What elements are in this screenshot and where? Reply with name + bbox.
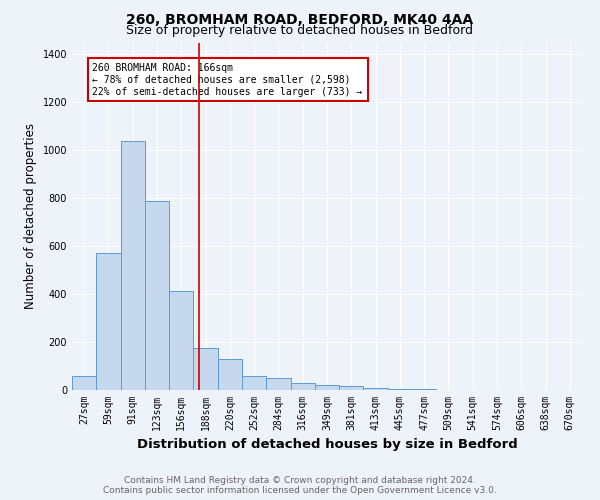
Bar: [169, 290, 193, 390]
Text: Contains HM Land Registry data © Crown copyright and database right 2024.
Contai: Contains HM Land Registry data © Crown c…: [103, 476, 497, 495]
Bar: [388, 389, 412, 390]
Bar: [364, 388, 388, 390]
Bar: [121, 141, 145, 390]
Text: 260, BROMHAM ROAD, BEDFORD, MK40 4AA: 260, BROMHAM ROAD, BEDFORD, MK40 4AA: [127, 12, 473, 26]
Text: 260 BROMHAM ROAD: 166sqm
← 78% of detached houses are smaller (2,598)
22% of sem: 260 BROMHAM ROAD: 166sqm ← 78% of detach…: [92, 64, 362, 96]
Bar: [339, 386, 364, 390]
Bar: [96, 254, 121, 390]
Bar: [218, 359, 242, 390]
Bar: [266, 378, 290, 390]
Bar: [290, 383, 315, 390]
Bar: [315, 385, 339, 390]
Y-axis label: Number of detached properties: Number of detached properties: [24, 123, 37, 309]
X-axis label: Distribution of detached houses by size in Bedford: Distribution of detached houses by size …: [137, 438, 517, 452]
Bar: [72, 376, 96, 390]
Bar: [145, 200, 169, 390]
Bar: [242, 376, 266, 390]
Bar: [193, 348, 218, 390]
Text: Size of property relative to detached houses in Bedford: Size of property relative to detached ho…: [127, 24, 473, 37]
